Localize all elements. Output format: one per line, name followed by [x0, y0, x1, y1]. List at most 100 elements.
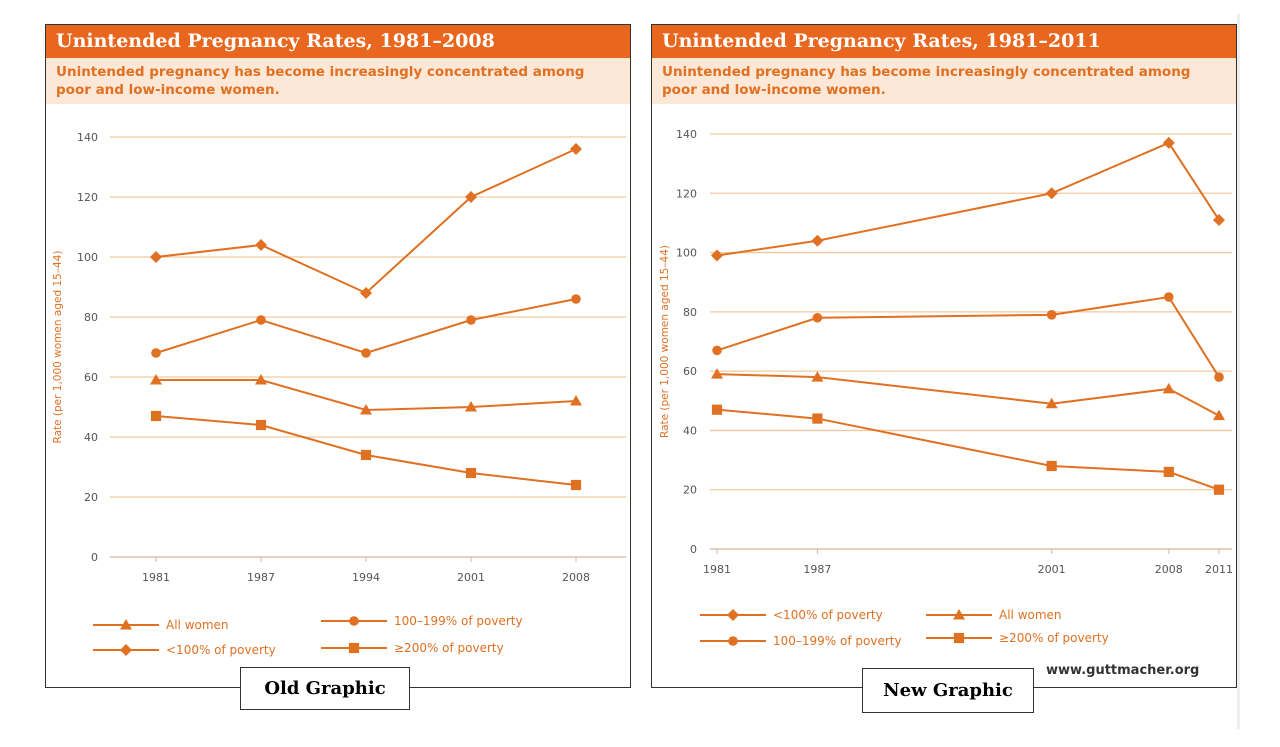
y-tick-label: 20: [84, 491, 98, 504]
old-graphic-label: Old Graphic: [240, 667, 410, 710]
data-point: [360, 449, 372, 461]
series-line: [155, 298, 577, 355]
old-line-chart: 0 20 40 60 80 100 120 140 1981 1987 1994 2001 2008 Ra…: [52, 131, 626, 657]
y-axis-title: Rate (per 1,000 women aged 15–44): [659, 245, 671, 438]
data-point: [465, 467, 477, 479]
data-point: [812, 413, 823, 424]
data-point: [1046, 460, 1057, 472]
data-point: [361, 348, 371, 358]
y-tick-label: 100: [676, 247, 697, 260]
data-point: [255, 374, 267, 385]
y-tick-label: 0: [91, 551, 98, 564]
y-tick-label: 20: [683, 484, 697, 497]
data-point: [812, 312, 823, 323]
x-tick-label: 1981: [703, 563, 731, 576]
x-tick-label: 2001: [1038, 563, 1066, 576]
y-tick-label: 120: [676, 187, 697, 200]
legend-entry: ≥200% of poverty: [999, 631, 1109, 645]
y-tick-label: 40: [84, 431, 98, 444]
data-point: [571, 294, 581, 304]
data-point: [1162, 136, 1175, 149]
old-chart-panel: Unintended Pregnancy Rates, 1981–2008 Un…: [45, 24, 631, 688]
data-point: [1213, 213, 1225, 226]
data-point: [570, 395, 582, 406]
legend-entry: <100% of poverty: [166, 643, 276, 657]
chart-subtitle: Unintended pregnancy has become increasi…: [652, 58, 1236, 104]
data-point: [1213, 409, 1225, 421]
series-line: [155, 148, 577, 295]
legend-marker: [120, 619, 132, 630]
data-point: [150, 374, 162, 385]
legend-marker: [953, 632, 965, 644]
data-point: [811, 234, 824, 247]
data-point: [360, 404, 372, 415]
data-point: [255, 239, 267, 251]
chart-subtitle-line: Unintended pregnancy has become increasi…: [56, 64, 585, 80]
data-point: [465, 401, 477, 412]
x-tick-label: 2008: [562, 571, 590, 584]
data-point: [255, 419, 267, 431]
series-line: [716, 141, 1220, 257]
y-tick-label: 40: [683, 424, 697, 437]
legend-marker: [349, 616, 359, 626]
data-point: [1045, 187, 1058, 200]
chart-title: Unintended Pregnancy Rates, 1981–2011: [652, 25, 1236, 58]
data-point: [711, 249, 723, 262]
legend-entry: 100–199% of poverty: [773, 634, 902, 648]
data-point: [711, 368, 723, 379]
data-point: [1213, 484, 1225, 495]
y-tick-label: 0: [690, 543, 697, 556]
x-tick-label: 1994: [352, 571, 380, 584]
new-line-chart: 0 20 40 60 80 100 120 140 1981 1987 2001 2008 2011 Ra…: [659, 128, 1233, 648]
y-tick-label: 60: [84, 371, 98, 384]
data-point: [570, 479, 582, 491]
data-point: [811, 371, 824, 382]
legend-marker: [120, 644, 132, 656]
x-tick-label: 2008: [1155, 563, 1183, 576]
data-point: [711, 404, 723, 415]
legend-marker: [727, 609, 739, 621]
x-tick-label: 1987: [247, 571, 275, 584]
legend-marker: [953, 609, 965, 620]
chart-title: Unintended Pregnancy Rates, 1981–2008: [46, 25, 630, 58]
y-axis-title: Rate (per 1,000 women aged 15–44): [52, 250, 64, 443]
data-point: [1214, 372, 1224, 382]
x-tick-label: 1987: [803, 563, 831, 576]
y-tick-label: 140: [676, 128, 697, 141]
new-graphic-label: New Graphic: [862, 668, 1034, 713]
source-url: www.guttmacher.org: [1046, 663, 1200, 678]
data-point: [150, 410, 162, 422]
series-line: [716, 373, 1220, 417]
data-point: [1164, 292, 1174, 302]
legend-marker: [348, 642, 360, 654]
chart-subtitle-line: poor and low-income women.: [56, 82, 280, 98]
legend-marker: [728, 636, 738, 646]
data-point: [151, 348, 161, 358]
chart-subtitle-line: poor and low-income women.: [662, 82, 886, 98]
x-tick-label: 2001: [457, 571, 485, 584]
data-point: [1046, 310, 1057, 320]
data-point: [465, 191, 477, 203]
chart-subtitle: Unintended pregnancy has become increasi…: [46, 58, 630, 104]
y-tick-label: 100: [77, 251, 98, 264]
series-line: [716, 295, 1220, 378]
data-point: [1163, 466, 1174, 478]
data-point: [466, 315, 476, 325]
data-point: [712, 345, 722, 356]
y-tick-label: 140: [77, 131, 98, 144]
data-point: [150, 251, 162, 263]
chart-subtitle-line: Unintended pregnancy has become increasi…: [662, 64, 1191, 80]
data-point: [1162, 382, 1175, 394]
page-edge-line: [1237, 14, 1240, 729]
series-line: [716, 408, 1220, 491]
y-tick-label: 80: [84, 311, 98, 324]
x-tick-label: 2011: [1205, 563, 1233, 576]
legend-entry: 100–199% of poverty: [394, 614, 523, 628]
y-tick-label: 120: [77, 191, 98, 204]
legend-entry: <100% of poverty: [773, 608, 883, 622]
legend-entry: All women: [999, 608, 1062, 622]
x-tick-label: 1981: [142, 571, 170, 584]
new-chart-panel: Unintended Pregnancy Rates, 1981–2011 Un…: [651, 24, 1237, 688]
y-tick-label: 80: [683, 306, 697, 319]
data-point: [360, 287, 372, 299]
